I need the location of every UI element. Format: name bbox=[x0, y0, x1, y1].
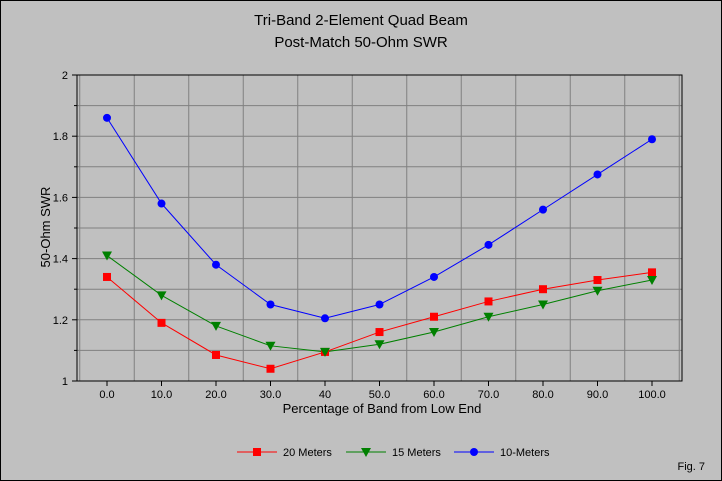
y-tick-label: 1.6 bbox=[53, 192, 68, 204]
plot-area: 11.21.41.61.820.0 10.0 20.0 30.0 40 50.0 60.0 7… bbox=[53, 70, 683, 401]
data-point bbox=[647, 276, 657, 286]
y-axis-label: 50-Ohm SWR bbox=[38, 187, 53, 268]
y-tick-label: 1.8 bbox=[53, 131, 68, 143]
data-point bbox=[374, 340, 385, 350]
y-tick-label: 2 bbox=[62, 70, 68, 82]
x-tick-label: 20.0 bbox=[205, 389, 226, 401]
data-point bbox=[361, 448, 371, 457]
data-point bbox=[211, 321, 221, 331]
legend-label: 15 Meters bbox=[392, 447, 441, 459]
data-point bbox=[430, 272, 438, 281]
legend-label: 20 Meters bbox=[283, 447, 332, 459]
data-point bbox=[539, 285, 547, 294]
x-tick-label: 90.0 bbox=[587, 389, 608, 401]
data-point bbox=[320, 347, 330, 357]
data-point bbox=[212, 350, 220, 359]
x-tick-label: 80.0 bbox=[532, 389, 553, 401]
data-point bbox=[648, 135, 656, 144]
legend-label: 10-Meters bbox=[500, 447, 550, 459]
data-point bbox=[212, 260, 220, 269]
figure-annotation: Fig. 7 bbox=[677, 461, 705, 473]
data-point bbox=[484, 240, 493, 249]
x-axis-label: Percentage of Band from Low End bbox=[283, 401, 482, 416]
x-tick-label: 60.0 bbox=[423, 389, 444, 401]
data-point bbox=[157, 199, 166, 208]
data-point bbox=[539, 205, 547, 214]
data-point bbox=[156, 291, 167, 301]
y-tick-label: 1 bbox=[62, 376, 68, 388]
data-point bbox=[470, 448, 478, 456]
x-tick-label: 70.0 bbox=[478, 389, 499, 401]
legend: 20 Meters 15 Meters 10-Meters bbox=[237, 447, 550, 459]
y-tick-label: 1.2 bbox=[53, 315, 68, 327]
data-point bbox=[103, 113, 111, 122]
data-point bbox=[102, 251, 112, 261]
x-tick-label: 30.0 bbox=[260, 389, 281, 401]
data-point bbox=[429, 328, 439, 338]
data-point bbox=[375, 300, 384, 309]
data-point bbox=[253, 448, 261, 456]
data-point bbox=[266, 300, 275, 309]
x-tick-label: 40 bbox=[319, 389, 331, 401]
data-point bbox=[430, 312, 438, 321]
x-tick-label: 100.0 bbox=[638, 389, 666, 401]
data-point bbox=[483, 312, 494, 322]
x-tick-label: 0.0 bbox=[99, 389, 114, 401]
data-point bbox=[157, 318, 166, 327]
data-point bbox=[103, 272, 111, 281]
data-point bbox=[592, 286, 603, 296]
x-tick-label: 10.0 bbox=[151, 389, 172, 401]
data-point bbox=[375, 328, 384, 337]
data-point bbox=[484, 297, 493, 306]
chart-subtitle: Post-Match 50-Ohm SWR bbox=[274, 34, 448, 51]
data-point bbox=[538, 300, 548, 310]
data-point bbox=[266, 364, 275, 373]
data-point bbox=[321, 314, 329, 323]
y-tick-label: 1.4 bbox=[53, 254, 68, 266]
data-point bbox=[265, 341, 276, 351]
data-point bbox=[593, 170, 602, 179]
chart-title: Tri-Band 2-Element Quad Beam bbox=[254, 12, 468, 29]
data-point bbox=[648, 268, 656, 277]
data-point bbox=[593, 276, 602, 285]
x-tick-label: 50.0 bbox=[369, 389, 390, 401]
